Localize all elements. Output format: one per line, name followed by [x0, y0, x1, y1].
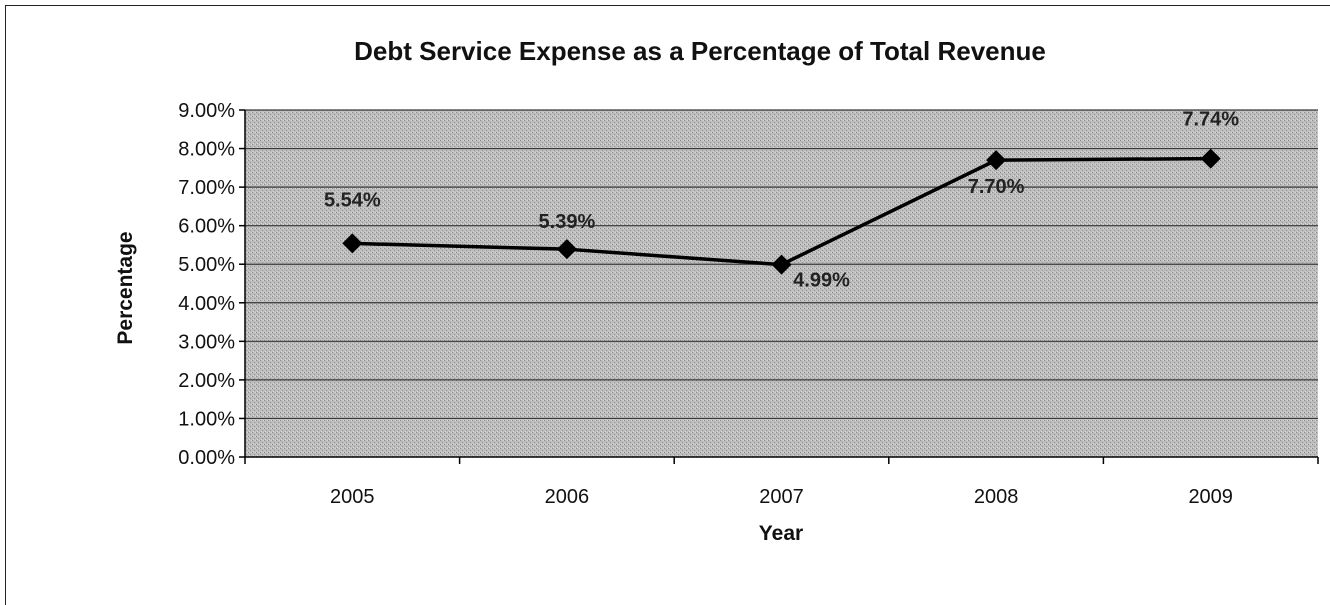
- data-label: 4.99%: [793, 270, 850, 292]
- y-tick-label: 8.00%: [178, 139, 235, 161]
- y-tick-label: 5.00%: [178, 254, 235, 276]
- y-tick-labels: 0.00% 1.00% 2.00% 3.00% 4.00% 5.00% 6.00% 7.00%…: [178, 100, 235, 469]
- data-point-marker: [1200, 148, 1221, 169]
- y-tick-label: 7.00%: [178, 177, 235, 199]
- data-label: 5.39%: [539, 211, 596, 233]
- data-label: 7.70%: [968, 176, 1025, 198]
- y-tick-label: 3.00%: [178, 331, 235, 353]
- data-point-marker: [556, 239, 577, 260]
- y-tick-label: 1.00%: [178, 408, 235, 430]
- x-tick-label: 2007: [759, 486, 804, 508]
- plot-area: [245, 110, 1318, 457]
- y-tick-label: 9.00%: [178, 100, 235, 122]
- axes: [239, 109, 1319, 464]
- x-tick-labels: 2005 2006 2007 2008 2009: [330, 486, 1233, 508]
- y-tick-label: 2.00%: [178, 370, 235, 392]
- x-tick-label: 2006: [545, 486, 590, 508]
- chart-frame: [5, 5, 1330, 605]
- y-tick-label: 4.00%: [178, 293, 235, 315]
- series: [342, 148, 1221, 275]
- x-tick-label: 2009: [1188, 486, 1233, 508]
- data-point-marker: [986, 150, 1007, 171]
- x-tick-label: 2005: [330, 486, 375, 508]
- data-labels: 5.54% 5.39% 4.99% 7.70% 7.74%: [324, 109, 1239, 292]
- x-tick-label: 2008: [974, 486, 1019, 508]
- y-tick-label: 0.00%: [178, 447, 235, 469]
- chart-title: Debt Service Expense as a Percentage of …: [354, 36, 1046, 66]
- data-label: 5.54%: [324, 189, 381, 211]
- x-axis-title: Year: [759, 522, 803, 545]
- data-point-marker: [342, 233, 363, 254]
- data-label: 7.74%: [1182, 109, 1239, 131]
- data-point-marker: [771, 254, 792, 275]
- y-axis-title: Percentage: [114, 231, 137, 344]
- y-tick-label: 6.00%: [178, 216, 235, 238]
